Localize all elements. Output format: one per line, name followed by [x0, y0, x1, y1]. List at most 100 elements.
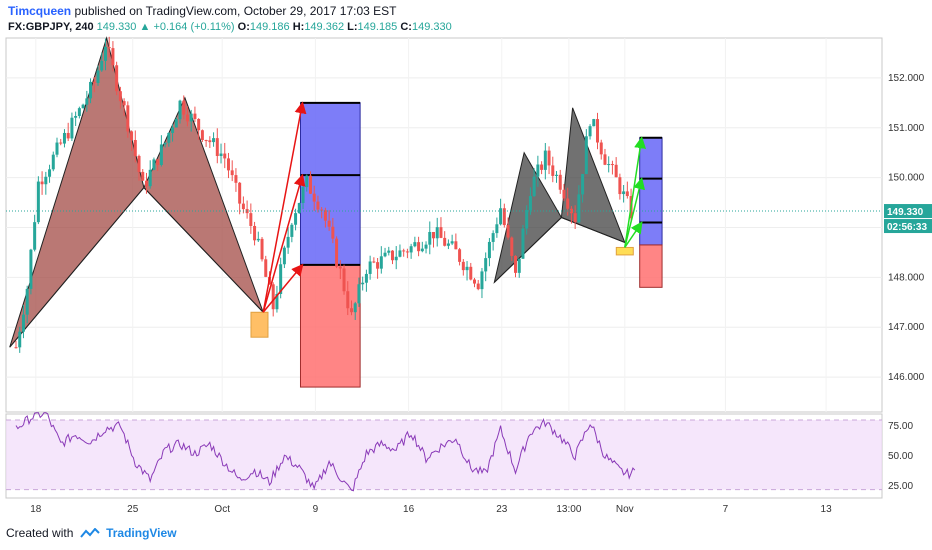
candle-up [517, 258, 521, 273]
candle-down [562, 189, 566, 199]
candle-down [249, 213, 253, 226]
candle-up [413, 242, 417, 247]
candle-down [338, 266, 342, 269]
tradingview-link[interactable]: TradingView [106, 526, 177, 540]
candle-down [312, 193, 316, 202]
candle-up [174, 119, 178, 128]
candle-down [92, 81, 96, 83]
candle-down [454, 241, 458, 250]
candle-up [25, 288, 29, 315]
entry-marker-2 [615, 246, 634, 256]
candle-down [264, 259, 268, 277]
symbol-label[interactable]: FX:GBPJPY, 240 [8, 21, 94, 33]
candle-down [469, 266, 473, 280]
candle-down [331, 226, 335, 239]
candle-down [335, 238, 339, 267]
time-tick-label: 23 [496, 504, 508, 515]
candle-down [14, 347, 18, 349]
price-tick-label: 148.000 [888, 272, 925, 283]
candle-up [420, 248, 424, 252]
candle-down [458, 249, 462, 262]
open-label: O: [237, 21, 250, 33]
main-pane [5, 37, 883, 413]
candle-up [398, 250, 402, 257]
candle-down [596, 119, 600, 143]
footer: Created with TradingView [6, 526, 177, 540]
candle-down [402, 250, 406, 252]
candle-down [514, 255, 518, 273]
candle-up [178, 100, 182, 120]
candle-up [294, 213, 298, 225]
candle-down [566, 198, 570, 209]
last-price: 149.330 [96, 21, 137, 33]
candle-up [607, 164, 611, 166]
candle-up [81, 104, 85, 109]
candle-down [502, 208, 506, 226]
candle-down [327, 220, 331, 227]
rsi-path [15, 412, 636, 492]
candle-down [40, 181, 44, 185]
candle-up [159, 144, 163, 165]
candle-up [21, 314, 25, 332]
bearish-gartley-2-xb [493, 217, 562, 283]
candle-up [383, 252, 387, 257]
candle-up [361, 282, 365, 285]
candle-down [208, 140, 212, 143]
time-tick-label: 16 [403, 504, 415, 515]
candle-up [103, 46, 107, 61]
candle-up [275, 293, 279, 310]
candle-up [55, 142, 59, 155]
candle-down [372, 261, 376, 263]
candle-down [141, 171, 145, 181]
candle-up [33, 222, 37, 250]
candle-down [316, 201, 320, 210]
candle-up [379, 256, 383, 269]
candle-down [431, 231, 435, 239]
time-tick-label: 13 [821, 504, 833, 515]
close-label: C: [400, 21, 412, 33]
candle-down [405, 251, 409, 253]
candle-down [118, 91, 122, 102]
target-zone-1-arrow [262, 101, 307, 313]
candle-up [152, 159, 156, 170]
candle-down [320, 209, 324, 211]
candle-up [435, 227, 439, 239]
candle-down [473, 279, 477, 284]
candle-down [130, 131, 134, 141]
price-tick-label: 146.000 [888, 372, 925, 383]
author-link[interactable]: Timcqueen [8, 4, 72, 18]
time-tick-label: 25 [127, 504, 139, 515]
candle-up [301, 187, 305, 204]
low-label: L: [347, 21, 358, 33]
candle-down [133, 140, 137, 156]
candle-up [189, 113, 193, 122]
candle-up [525, 210, 529, 229]
close-value: 149.330 [411, 21, 452, 33]
candle-up [279, 264, 283, 294]
high-label: H: [292, 21, 305, 33]
candle-up [446, 243, 450, 246]
candle-down [614, 164, 618, 178]
candle-up [353, 303, 357, 313]
candle-down [558, 174, 562, 190]
rsi-line [15, 412, 636, 492]
candle-down [59, 142, 63, 144]
time-axis[interactable]: 18 25 Oct 9 16 23 13:00 Nov 7 13 [30, 504, 832, 515]
rsi-tick-label: 50.00 [888, 451, 913, 462]
price-tags: 149.330 02:56:33 [884, 204, 932, 234]
candle-up [428, 231, 432, 245]
candle-down [308, 175, 312, 194]
candle-down [342, 268, 346, 292]
candle-up [499, 208, 503, 225]
candle-down [253, 225, 257, 241]
candle-down [197, 118, 201, 131]
candle-up [584, 136, 588, 175]
candle-down [417, 242, 421, 252]
candle-up [424, 244, 428, 249]
candle-down [223, 153, 227, 159]
time-tick-label: 7 [723, 504, 729, 515]
target-zone-2-arrow [624, 177, 646, 248]
candle-up [96, 70, 100, 83]
candle-down [193, 113, 197, 119]
